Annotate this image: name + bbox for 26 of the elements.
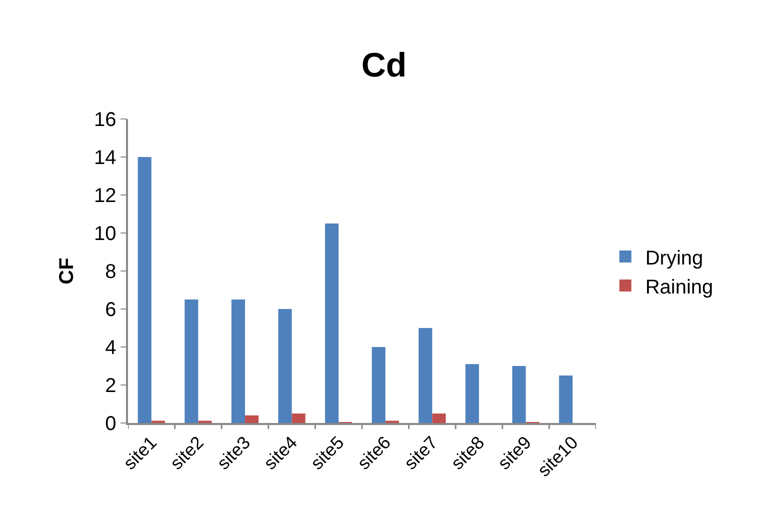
y-tick-label: 0 [105, 413, 116, 435]
bar [245, 415, 259, 423]
bar [138, 157, 152, 423]
y-tick-label: 16 [94, 109, 116, 131]
y-tick-label: 6 [105, 299, 116, 321]
y-tick-label: 14 [94, 147, 116, 169]
bar [559, 376, 573, 423]
y-tick-label: 4 [105, 337, 116, 359]
bar [292, 414, 306, 423]
bar [372, 347, 386, 423]
bar [278, 309, 292, 423]
y-tick-label: 2 [105, 375, 116, 397]
bar [184, 300, 198, 423]
y-tick-label: 12 [94, 185, 116, 207]
legend-label: Raining [645, 276, 714, 298]
bar [418, 328, 432, 423]
y-tick-label: 10 [94, 223, 116, 245]
y-axis-title: CF [56, 258, 78, 284]
bar [432, 414, 446, 423]
legend-label: Drying [645, 247, 704, 270]
bar [231, 300, 245, 423]
bar [512, 366, 526, 423]
chart-title: Cd [361, 46, 407, 84]
y-tick-label: 8 [105, 261, 116, 283]
bar [325, 224, 339, 423]
bar [465, 364, 479, 423]
